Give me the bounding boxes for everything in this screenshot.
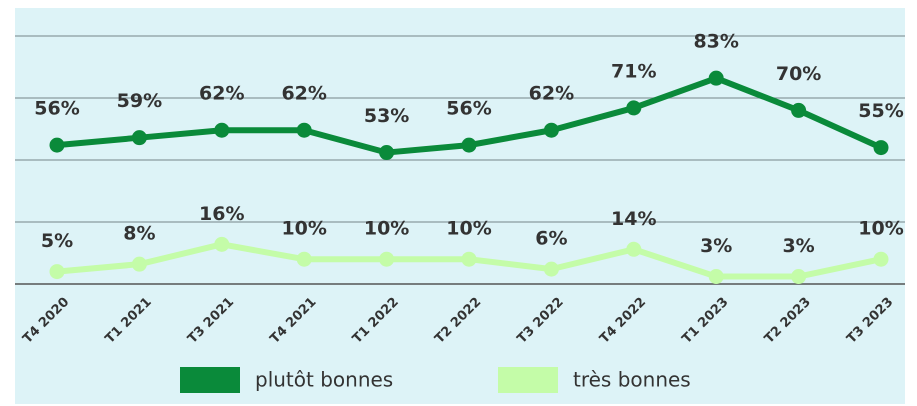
legend-label: plutôt bonnes	[255, 368, 393, 392]
plot-background	[15, 8, 905, 404]
data-label: 71%	[611, 60, 656, 82]
data-point	[296, 251, 312, 267]
data-label: 6%	[535, 228, 567, 250]
data-label: 62%	[529, 83, 574, 105]
data-point	[461, 137, 477, 153]
data-label: 56%	[446, 98, 491, 120]
data-label: 10%	[858, 218, 903, 240]
data-point	[626, 100, 642, 116]
data-label: 8%	[123, 223, 155, 245]
data-point	[708, 70, 724, 86]
data-point	[131, 256, 147, 272]
data-point	[49, 137, 65, 153]
data-point	[626, 241, 642, 257]
data-point	[214, 122, 230, 138]
data-point	[873, 251, 889, 267]
data-label: 56%	[34, 98, 79, 120]
data-label: 83%	[693, 31, 738, 53]
data-label: 14%	[611, 208, 656, 230]
data-point	[296, 122, 312, 138]
data-point	[461, 251, 477, 267]
data-label: 59%	[117, 90, 162, 112]
data-point	[543, 261, 559, 277]
data-label: 5%	[41, 230, 73, 252]
legend-swatch	[180, 367, 240, 393]
data-point	[214, 236, 230, 252]
data-point	[791, 102, 807, 118]
data-label: 10%	[446, 218, 491, 240]
legend-swatch	[498, 367, 558, 393]
data-point	[379, 251, 395, 267]
data-point	[873, 140, 889, 156]
data-label: 3%	[700, 235, 732, 257]
data-label: 62%	[281, 83, 326, 105]
data-label: 16%	[199, 203, 244, 225]
data-label: 53%	[364, 105, 409, 127]
data-point	[131, 130, 147, 146]
data-label: 62%	[199, 83, 244, 105]
data-point	[543, 122, 559, 138]
data-point	[379, 145, 395, 161]
data-label: 55%	[858, 100, 903, 122]
data-point	[791, 269, 807, 285]
data-point	[49, 264, 65, 280]
data-label: 10%	[364, 218, 409, 240]
data-label: 10%	[281, 218, 326, 240]
data-label: 3%	[782, 235, 814, 257]
legend-label: très bonnes	[573, 368, 691, 392]
data-label: 70%	[776, 63, 821, 85]
data-point	[708, 269, 724, 285]
